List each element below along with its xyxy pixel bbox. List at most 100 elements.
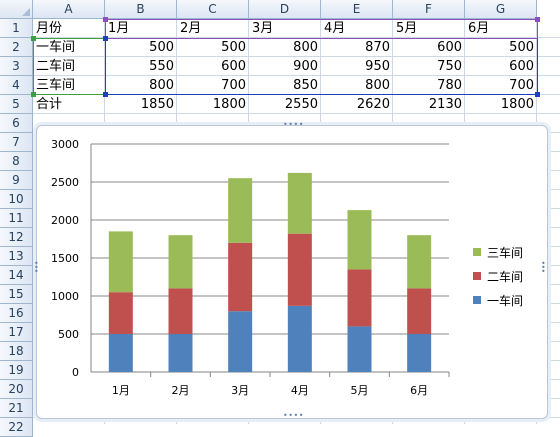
cell-c2[interactable]: 500 [221,40,246,55]
column-header-f[interactable]: F [393,0,465,19]
cell-e2[interactable]: 870 [365,40,390,55]
cell-a2[interactable]: 一车间 [36,40,76,55]
range-handle[interactable] [103,17,108,22]
cell-a4[interactable]: 三车间 [36,78,76,93]
row-header-13[interactable]: 13 [0,247,33,266]
row-header-8[interactable]: 8 [0,152,33,171]
cell-b3[interactable]: 550 [149,59,174,74]
legend-swatch [473,248,481,256]
cell-f1[interactable]: 5月 [396,21,418,36]
range-handle[interactable] [535,92,540,97]
column-header-c[interactable]: C [177,0,249,19]
resize-grip-bottom[interactable]: • • • • [283,411,303,420]
cell-b2[interactable]: 500 [149,40,174,55]
cell-c1[interactable]: 2月 [180,21,202,36]
row-header-18[interactable]: 18 [0,342,33,361]
column-header-a[interactable]: A [33,0,105,19]
cell-e5[interactable]: 2620 [356,97,390,112]
row-header-3[interactable]: 3 [0,57,33,76]
bar-segment[interactable] [168,288,193,334]
row-header-2[interactable]: 2 [0,38,33,57]
row-header-17[interactable]: 17 [0,323,33,342]
bar-segment[interactable] [347,210,372,270]
cell-a1[interactable]: 月份 [36,21,63,36]
cell-d3[interactable]: 900 [293,59,318,74]
bar-segment[interactable] [347,269,372,327]
cell-f5[interactable]: 2130 [428,97,462,112]
bar-segment[interactable] [168,334,193,372]
row-header-4[interactable]: 4 [0,76,33,95]
column-header-e[interactable]: E [321,0,393,19]
cell-d1[interactable]: 3月 [252,21,274,36]
cell-c4[interactable]: 700 [221,78,246,93]
cell-g3[interactable]: 600 [509,59,534,74]
row-header-1[interactable]: 1 [0,19,33,38]
row-header-11[interactable]: 11 [0,209,33,228]
bar-segment[interactable] [228,178,253,243]
cell-a5[interactable]: 合计 [36,97,63,112]
cell-d4[interactable]: 850 [293,78,318,93]
bar-segment[interactable] [108,231,133,293]
bar-segment[interactable] [228,311,253,372]
cell-a3[interactable]: 二车间 [36,59,76,74]
row-header-20[interactable]: 20 [0,380,33,399]
cell-b5[interactable]: 1850 [140,97,174,112]
range-handle[interactable] [31,36,36,41]
cell-b1[interactable]: 1月 [108,21,130,36]
bar-segment[interactable] [407,288,432,334]
row-header-7[interactable]: 7 [0,133,33,152]
cell-f3[interactable]: 750 [437,59,462,74]
row-header-5[interactable]: 5 [0,95,33,114]
legend-item[interactable]: 一车间 [473,288,523,312]
cell-d5[interactable]: 2550 [284,97,318,112]
bar-segment[interactable] [407,235,432,289]
bar-segment[interactable] [228,242,253,312]
cell-b4[interactable]: 800 [149,78,174,93]
cell-f4[interactable]: 780 [437,78,462,93]
chart-legend[interactable]: 三车间 二车间 一车间 [473,240,523,312]
bar-segment[interactable] [287,233,312,306]
bar-segment[interactable] [287,172,312,234]
column-header-g[interactable]: G [465,0,537,19]
row-header-22[interactable]: 22 [0,418,33,437]
select-all-corner[interactable] [0,0,33,19]
bar-segment[interactable] [347,326,372,372]
row-header-16[interactable]: 16 [0,304,33,323]
bar-segment[interactable] [108,292,133,334]
row-header-9[interactable]: 9 [0,171,33,190]
range-handle[interactable] [535,17,540,22]
cell-e4[interactable]: 800 [365,78,390,93]
cell-g5[interactable]: 1800 [500,97,534,112]
cell-g2[interactable]: 500 [509,40,534,55]
range-handle[interactable] [103,92,108,97]
row-header-12[interactable]: 12 [0,228,33,247]
resize-grip-right[interactable]: • • • [541,259,546,276]
bar-segment[interactable] [287,305,312,372]
cell-d2[interactable]: 800 [293,40,318,55]
bar-segment[interactable] [168,235,193,289]
cell-g4[interactable]: 700 [509,78,534,93]
resize-grip-left[interactable]: • • • [34,259,39,276]
cell-f2[interactable]: 600 [437,40,462,55]
cell-g1[interactable]: 6月 [468,21,490,36]
cell-e3[interactable]: 950 [365,59,390,74]
resize-grip-top[interactable]: • • • • [283,120,303,129]
row-header-10[interactable]: 10 [0,190,33,209]
legend-item[interactable]: 二车间 [473,264,523,288]
stacked-column-chart[interactable]: • • • • • • • • • • • • • • 0 500 1000 1500 2000… [34,120,548,420]
column-header-b[interactable]: B [105,0,177,19]
range-handle[interactable] [103,36,108,41]
row-header-21[interactable]: 21 [0,399,33,418]
row-header-19[interactable]: 19 [0,361,33,380]
cell-c3[interactable]: 600 [221,59,246,74]
row-header-15[interactable]: 15 [0,285,33,304]
legend-item[interactable]: 三车间 [473,240,523,264]
cell-c5[interactable]: 1800 [212,97,246,112]
range-handle[interactable] [31,92,36,97]
row-header-6[interactable]: 6 [0,114,33,133]
cell-e1[interactable]: 4月 [324,21,346,36]
column-header-d[interactable]: D [249,0,321,19]
bar-segment[interactable] [407,334,432,372]
bar-segment[interactable] [108,334,133,372]
row-header-14[interactable]: 14 [0,266,33,285]
